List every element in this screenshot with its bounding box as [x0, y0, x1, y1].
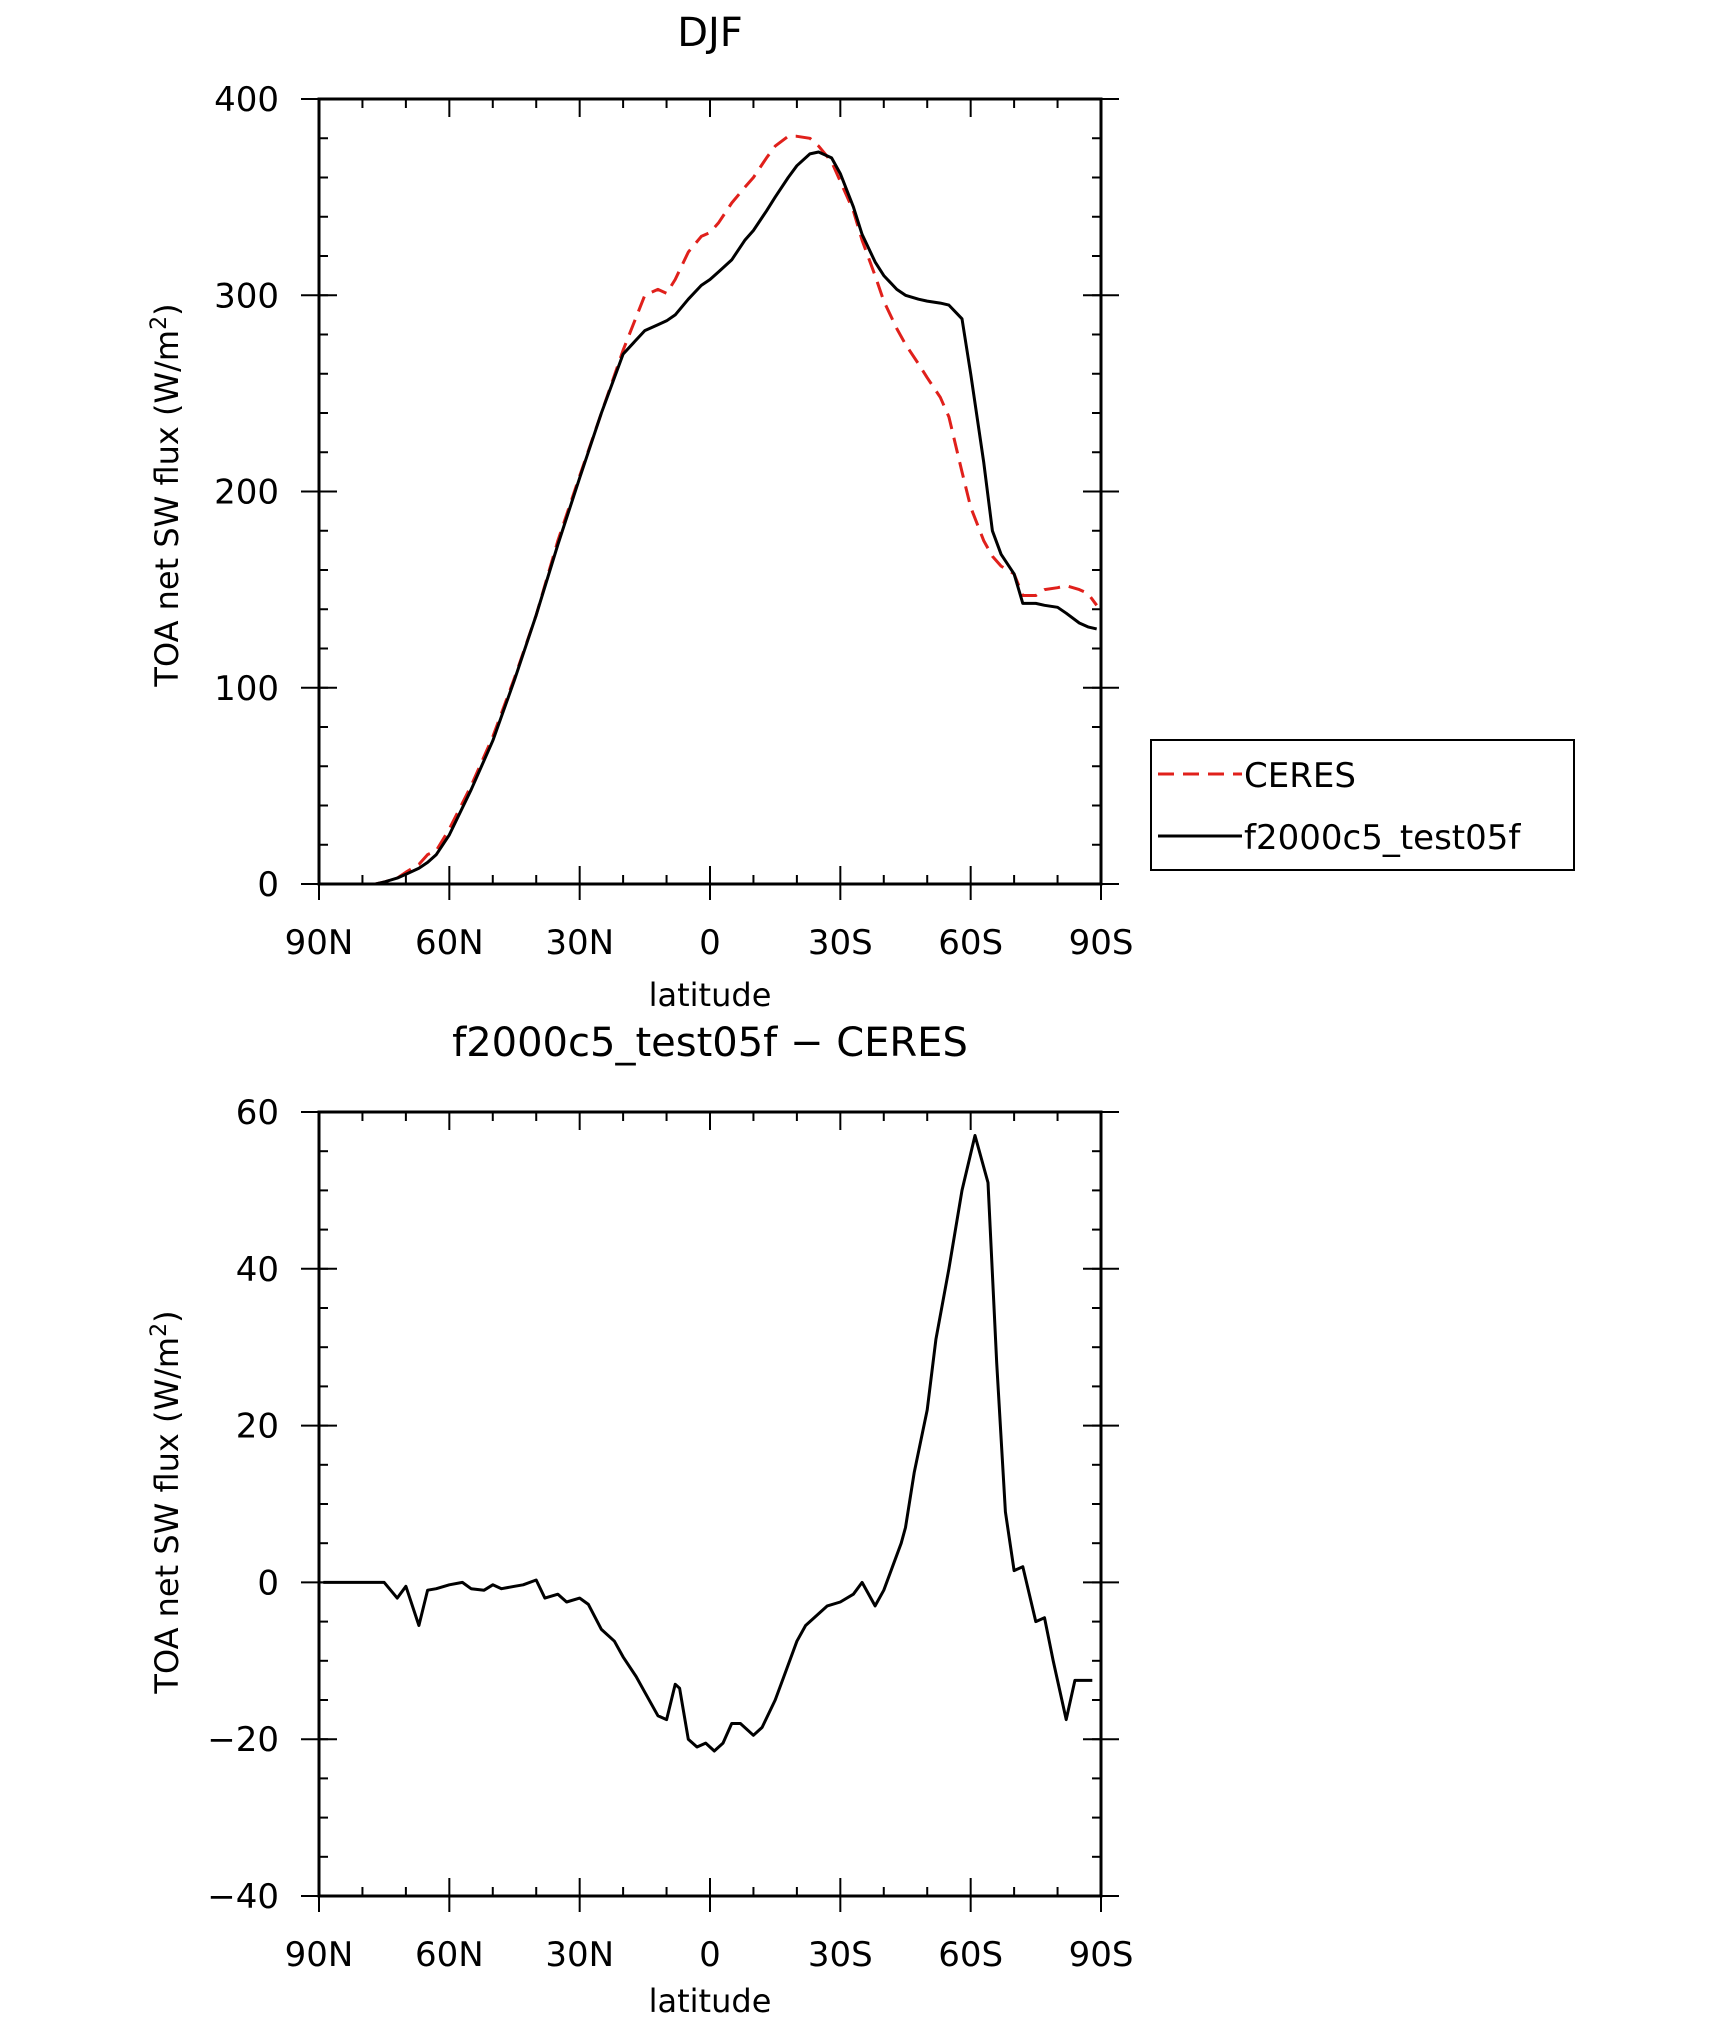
chart-title: DJF: [677, 10, 743, 56]
legend-label-ceres: CERES: [1244, 756, 1356, 796]
x-tick-label: 90S: [1069, 923, 1134, 963]
x-tick-label: 30S: [808, 1935, 873, 1975]
x-axis-label: latitude: [649, 976, 772, 1014]
plot-area: [323, 1134, 1093, 1753]
tick-labels: 90N 60N 30N 0 30S 60S 90S −40 −20 0 20 40 60: [207, 1093, 1133, 1975]
y-axis-label-sup: 2: [147, 1323, 172, 1337]
y-axis-label-close: ): [148, 303, 186, 315]
series-line-difference: [323, 1134, 1093, 1753]
plot-frame: [317, 97, 1103, 886]
y-axis-label-text: TOA net SW flux (W/m: [148, 1337, 186, 1695]
y-tick-label: 300: [214, 276, 279, 316]
x-tick-label: 30N: [545, 1935, 614, 1975]
y-axis-label: TOA net SW flux (W/m2): [147, 303, 187, 687]
chart-title: f2000c5_test05f − CERES: [452, 1020, 968, 1066]
y-tick-label: 20: [236, 1407, 279, 1447]
y-axis-label-close: ): [148, 1310, 186, 1322]
y-axis-label: TOA net SW flux (W/m2): [147, 1310, 187, 1694]
series-line-ceres: [323, 134, 1098, 886]
plot-area: [323, 134, 1098, 886]
axes-ticks: [301, 98, 1119, 900]
x-tick-label: 60N: [415, 923, 484, 963]
y-tick-label: −20: [207, 1720, 279, 1760]
legend: CERES f2000c5_test05f: [1150, 739, 1575, 871]
x-tick-label: 30S: [808, 923, 873, 963]
axes-ticks: [301, 1111, 1119, 1912]
y-axis-label-text: TOA net SW flux (W/m: [148, 330, 186, 688]
x-tick-label: 90N: [285, 923, 354, 963]
panel-djf: DJF TOA net SW flux (W/m2) latitude 90N 6…: [147, 10, 1575, 1014]
x-tick-label: 90N: [285, 1935, 354, 1975]
y-tick-label: 40: [236, 1250, 279, 1290]
x-tick-label: 90S: [1069, 1935, 1134, 1975]
svg-text:TOA net SW flux (W/m2): TOA net SW flux (W/m2): [147, 1310, 187, 1694]
y-axis-label-sup: 2: [147, 316, 172, 330]
y-tick-label: 200: [214, 473, 279, 513]
series-line-f2000c5_test05f: [323, 150, 1098, 886]
x-tick-label: 60S: [938, 923, 1003, 963]
x-axis-label: latitude: [649, 1982, 772, 2020]
legend-box: [1150, 739, 1575, 871]
y-tick-label: 0: [257, 1563, 279, 1603]
svg-text:TOA net SW flux (W/m2): TOA net SW flux (W/m2): [147, 303, 187, 687]
x-tick-label: 0: [699, 1935, 721, 1975]
y-tick-label: 400: [214, 80, 279, 120]
y-tick-label: −40: [207, 1877, 279, 1917]
x-tick-label: 60N: [415, 1935, 484, 1975]
legend-label-model: f2000c5_test05f: [1244, 818, 1521, 858]
plot-frame: [317, 1110, 1103, 1898]
x-tick-label: 30N: [545, 923, 614, 963]
y-tick-label: 0: [257, 865, 279, 905]
x-tick-label: 0: [699, 923, 721, 963]
y-tick-label: 100: [214, 669, 279, 709]
y-tick-label: 60: [236, 1093, 279, 1133]
x-tick-label: 60S: [938, 1935, 1003, 1975]
tick-labels: 90N 60N 30N 0 30S 60S 90S 0 100 200 300 400: [214, 80, 1133, 963]
panel-difference: f2000c5_test05f − CERES TOA net SW flux …: [147, 1020, 1134, 2020]
